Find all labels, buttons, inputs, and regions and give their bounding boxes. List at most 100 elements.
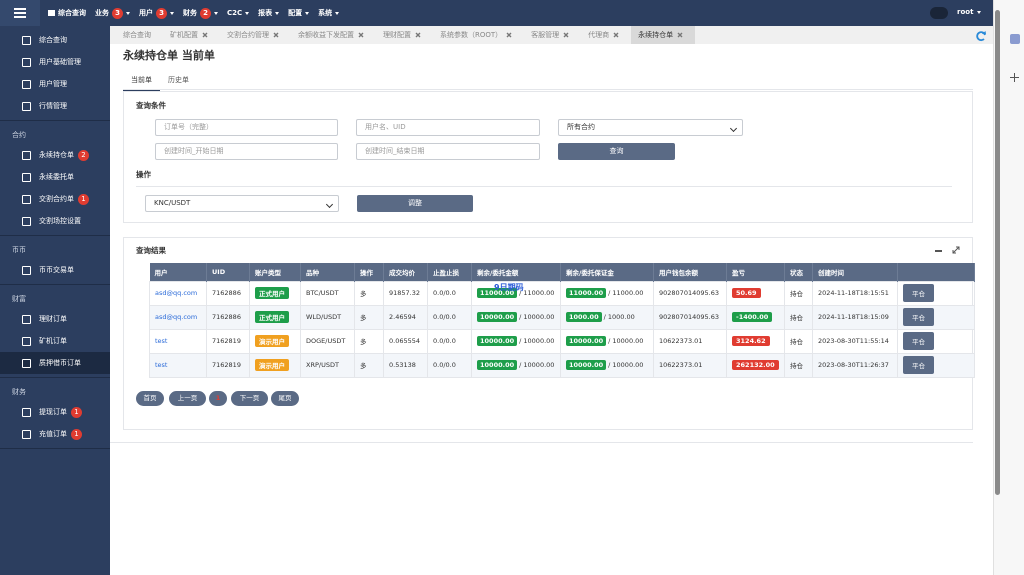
sidebar-item[interactable]: 质押借币订单 <box>0 352 110 374</box>
user-link[interactable]: test <box>155 361 168 369</box>
table-row: test 7162819 演示用户 XRP/USDT 多 0.53138 0.0/0.0 10… <box>149 352 975 378</box>
column-header: 成交均价 <box>383 263 428 281</box>
nav-label: 系统 <box>318 9 333 17</box>
tab[interactable]: 理财配置 <box>376 26 433 44</box>
nav-item[interactable]: 综合查询 <box>48 8 86 18</box>
user-link[interactable]: test <box>155 337 168 345</box>
expand-icon[interactable] <box>952 246 960 254</box>
page-prev[interactable]: 上一页 <box>169 391 206 406</box>
start-date-input[interactable]: 创建时间_开始日期 <box>155 143 338 160</box>
sidebar-icon <box>22 407 31 417</box>
tab[interactable]: 矿机配置 <box>163 26 220 44</box>
close-icon[interactable] <box>415 32 421 38</box>
close-position-button[interactable]: 平仓 <box>903 308 934 326</box>
sidebar-item[interactable]: 理财订单 <box>0 308 110 330</box>
uid: 7162819 <box>212 337 241 345</box>
tab[interactable]: 余额收益下发配置 <box>291 26 376 44</box>
sidebar-item[interactable]: 矿机订单 <box>0 330 110 352</box>
tab[interactable]: 永续持仓单 <box>631 26 696 44</box>
table-cell: 10622373.01 <box>653 328 727 354</box>
close-icon[interactable] <box>358 32 364 38</box>
caret <box>275 11 280 15</box>
close-icon[interactable] <box>273 32 279 38</box>
nav-item[interactable]: 用户 3 <box>139 7 174 19</box>
table-cell: 7162886 <box>206 304 250 330</box>
table-cell: 2024-11-18T18:15:09 <box>812 304 898 330</box>
user-link[interactable]: asd@qq.com <box>155 313 198 321</box>
tab[interactable]: 客服管理 <box>524 26 581 44</box>
sidebar-label: 提现订单 <box>39 408 67 416</box>
table-cell: 10000.00/ 10000.00 <box>471 352 561 378</box>
sub-tab[interactable]: 历史单 <box>168 76 189 84</box>
scrollbar[interactable] <box>995 10 1000 495</box>
sidebar-item[interactable]: 综合查询 <box>0 29 110 51</box>
adjust-button[interactable]: 调整 <box>357 195 473 212</box>
tab[interactable]: 交割合约管理 <box>220 26 291 44</box>
extension-icon[interactable] <box>1010 34 1020 44</box>
close-icon[interactable] <box>202 32 208 38</box>
close-position-button[interactable]: 平仓 <box>903 332 934 350</box>
sidebar-item[interactable]: 用户管理 <box>0 73 110 95</box>
table-cell: 演示用户 <box>249 328 301 354</box>
table-cell: 50.69 <box>726 280 785 306</box>
page-title: 永续持仓单 当前单 <box>123 49 215 62</box>
sidebar-icon <box>22 101 31 111</box>
balance: 902807014095.63 <box>659 289 719 297</box>
close-position-button[interactable]: 平仓 <box>903 284 934 302</box>
sidebar-item[interactable]: 提现订单 1 <box>0 401 110 423</box>
user-menu[interactable]: root <box>957 8 982 16</box>
close-icon[interactable] <box>563 32 569 38</box>
sidebar-icon <box>22 35 31 45</box>
sidebar-icon <box>22 57 31 67</box>
end-date-input[interactable]: 创建时间_结束日期 <box>356 143 540 160</box>
sidebar-item[interactable]: 交割合约单 1 <box>0 188 110 210</box>
sidebar-item[interactable]: 行情管理 <box>0 95 110 117</box>
page-current[interactable]: 1 <box>209 391 227 406</box>
nav-item[interactable]: 系统 <box>318 8 340 18</box>
table-cell: 7162819 <box>206 328 250 354</box>
caret <box>126 11 130 15</box>
close-icon[interactable] <box>506 32 512 38</box>
page-next[interactable]: 下一页 <box>231 391 268 406</box>
sidebar-item[interactable]: 充值订单 1 <box>0 423 110 445</box>
close-icon[interactable] <box>613 32 619 38</box>
tpsl: 0.0/0.0 <box>433 289 456 297</box>
close-position-button[interactable]: 平仓 <box>903 356 934 374</box>
sidebar-item[interactable]: 交割场控设置 <box>0 210 110 232</box>
tab[interactable]: 系统参数（ROOT） <box>433 26 524 44</box>
order-input[interactable]: 订单号（完整） <box>155 119 338 136</box>
add-icon[interactable] <box>1010 73 1019 82</box>
tab[interactable]: 综合查询 <box>116 26 163 44</box>
sidebar-item[interactable]: 用户基础管理 <box>0 51 110 73</box>
table-cell: 1000.00/ 1000.00 <box>560 304 654 330</box>
sidebar-badge: 1 <box>78 193 89 205</box>
amount-remaining: 10000.00 <box>477 336 518 346</box>
close-icon[interactable] <box>677 32 683 38</box>
tab-label: 矿机配置 <box>170 31 198 39</box>
page-first[interactable]: 首页 <box>136 391 164 406</box>
refresh-icon[interactable] <box>975 30 987 42</box>
sidebar-item[interactable]: 永续持仓单 2 <box>0 144 110 166</box>
operation-title: 操作 <box>136 170 151 179</box>
user-link[interactable]: asd@qq.com <box>155 289 198 297</box>
chat-icon[interactable] <box>930 7 948 19</box>
page-last[interactable]: 尾页 <box>271 391 299 406</box>
sidebar-item[interactable]: 永续委托单 <box>0 166 110 188</box>
price: 91857.32 <box>389 289 421 297</box>
nav-item[interactable]: 配置 <box>288 8 310 18</box>
tab[interactable]: 代理商 <box>581 26 631 44</box>
table-row: asd@qq.com 7162886 正式用户 WLD/USDT 多 2.46594 0.0… <box>149 304 975 330</box>
minimize-icon[interactable] <box>935 250 942 252</box>
sidebar-item[interactable]: 币币交易单 <box>0 259 110 281</box>
nav-item[interactable]: C2C <box>227 9 250 17</box>
search-button[interactable]: 查询 <box>558 143 675 160</box>
nav-item[interactable]: 财务 2 <box>183 7 218 19</box>
symbol-select[interactable]: KNC/USDT <box>145 195 339 212</box>
user-input[interactable]: 用户名、UID <box>356 119 540 136</box>
nav-item[interactable]: 业务 3 <box>95 7 130 19</box>
nav-item[interactable]: 报表 <box>258 8 280 18</box>
pnl-tag: 3124.62 <box>732 336 770 346</box>
menu-toggle[interactable] <box>0 0 40 26</box>
amount-total: / 10000.00 <box>519 337 555 345</box>
contract-select[interactable]: 所有合约 <box>558 119 743 136</box>
